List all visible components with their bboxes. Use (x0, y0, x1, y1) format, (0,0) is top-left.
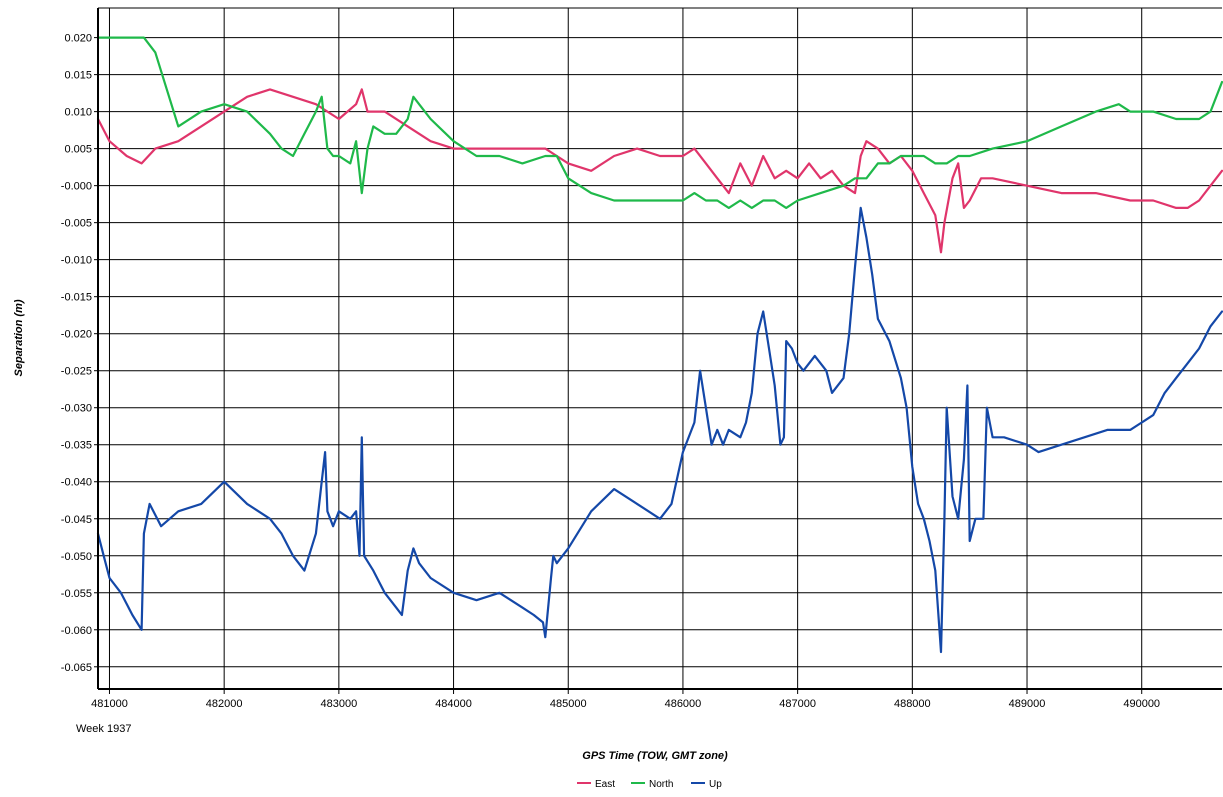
legend: East North Up (577, 779, 722, 790)
x-tick-label: 482000 (206, 698, 243, 710)
y-axis-title: Separation (m) (13, 299, 25, 376)
y-tick-labels: 0.020 0.015 0.010 0.005 -0.000 -0.005 -0.010 -0… (61, 33, 92, 674)
legend-item-north: North (631, 779, 673, 790)
series-line-north (96, 36, 1223, 209)
y-tick-label: -0.010 (61, 255, 92, 267)
x-tick-label: 481000 (91, 698, 128, 710)
y-tick-label: -0.065 (61, 662, 92, 674)
y-tick-label: -0.040 (61, 477, 92, 489)
y-tick-label: -0.050 (61, 551, 92, 563)
series-line-up (96, 206, 1223, 654)
x-tick-labels: 481000 482000 483000 484000 485000 486000 4870… (91, 698, 1160, 710)
y-tick-label: 0.005 (64, 144, 92, 156)
y-tick-label: -0.025 (61, 366, 92, 378)
y-tick-label: -0.055 (61, 588, 92, 600)
axes (94, 7, 1222, 694)
y-tick-label: -0.015 (61, 292, 92, 304)
y-tick-label: -0.035 (61, 440, 92, 452)
y-tick-label: 0.020 (64, 33, 92, 45)
x-axis-title: GPS Time (TOW, GMT zone) (582, 750, 728, 762)
series-layer (96, 36, 1223, 654)
x-tick-label: 489000 (1009, 698, 1046, 710)
y-tick-label: -0.000 (61, 181, 92, 193)
y-tick-label: 0.010 (64, 107, 92, 119)
x-tick-label: 484000 (435, 698, 472, 710)
legend-item-up: Up (691, 779, 722, 790)
legend-label: East (595, 779, 615, 790)
y-tick-label: 0.015 (64, 70, 92, 82)
y-tick-label: -0.045 (61, 514, 92, 526)
legend-label: Up (709, 779, 722, 790)
y-tick-label: -0.030 (61, 403, 92, 415)
x-tick-label: 486000 (665, 698, 702, 710)
x-tick-label: 485000 (550, 698, 587, 710)
x-week-label: Week 1937 (76, 723, 131, 735)
y-tick-label: -0.020 (61, 329, 92, 341)
legend-item-east: East (577, 779, 615, 790)
legend-label: North (649, 779, 673, 790)
x-tick-label: 490000 (1123, 698, 1160, 710)
y-tick-label: -0.060 (61, 625, 92, 637)
x-tick-label: 487000 (779, 698, 816, 710)
grid (98, 8, 1222, 689)
y-tick-label: -0.005 (61, 218, 92, 230)
x-tick-label: 488000 (894, 698, 931, 710)
series-line-east (96, 88, 1223, 254)
x-tick-label: 483000 (320, 698, 357, 710)
